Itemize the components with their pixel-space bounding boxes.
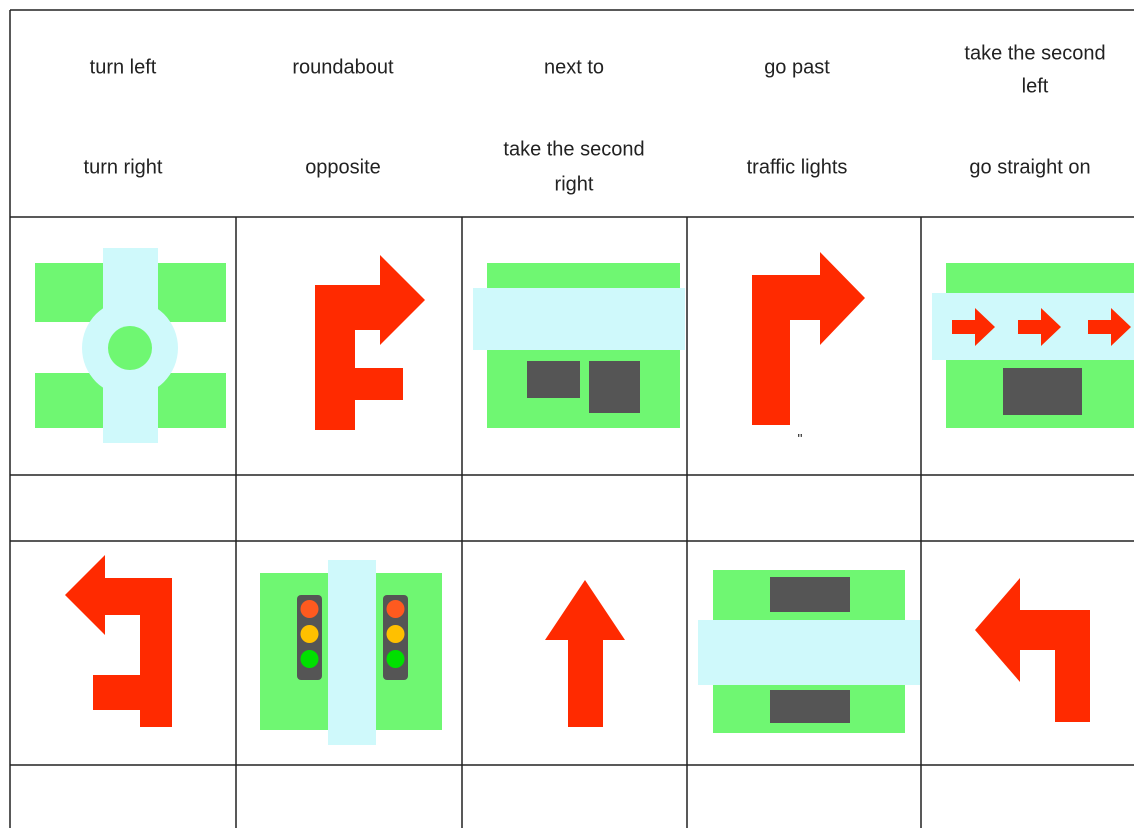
- word: right: [555, 173, 594, 195]
- word: take the second: [503, 138, 644, 160]
- word: go past: [764, 56, 830, 78]
- go-straight-picture: [932, 263, 1134, 428]
- word-bank: turn left roundabout next to go past tak…: [84, 42, 1106, 195]
- turn-right-arrow: ": [752, 252, 865, 447]
- opposite-picture: [698, 570, 920, 733]
- traffic-lights-picture: [260, 560, 442, 745]
- word: left: [1022, 75, 1049, 97]
- stray-mark: ": [798, 431, 803, 447]
- roundabout-picture: [35, 248, 226, 443]
- table-grid: [9, 9, 1134, 828]
- word: next to: [544, 56, 604, 78]
- word: take the second: [964, 42, 1105, 64]
- next-to-picture: [473, 263, 685, 428]
- word: roundabout: [292, 56, 394, 78]
- straight-on-arrow: [545, 580, 625, 727]
- word: traffic lights: [747, 156, 848, 178]
- second-left-arrow: [65, 555, 172, 727]
- word: opposite: [305, 156, 381, 178]
- word: turn left: [90, 56, 157, 78]
- word: turn right: [84, 156, 163, 178]
- word: go straight on: [969, 156, 1090, 178]
- turn-left-arrow: [975, 578, 1090, 722]
- second-right-arrow: [315, 255, 425, 430]
